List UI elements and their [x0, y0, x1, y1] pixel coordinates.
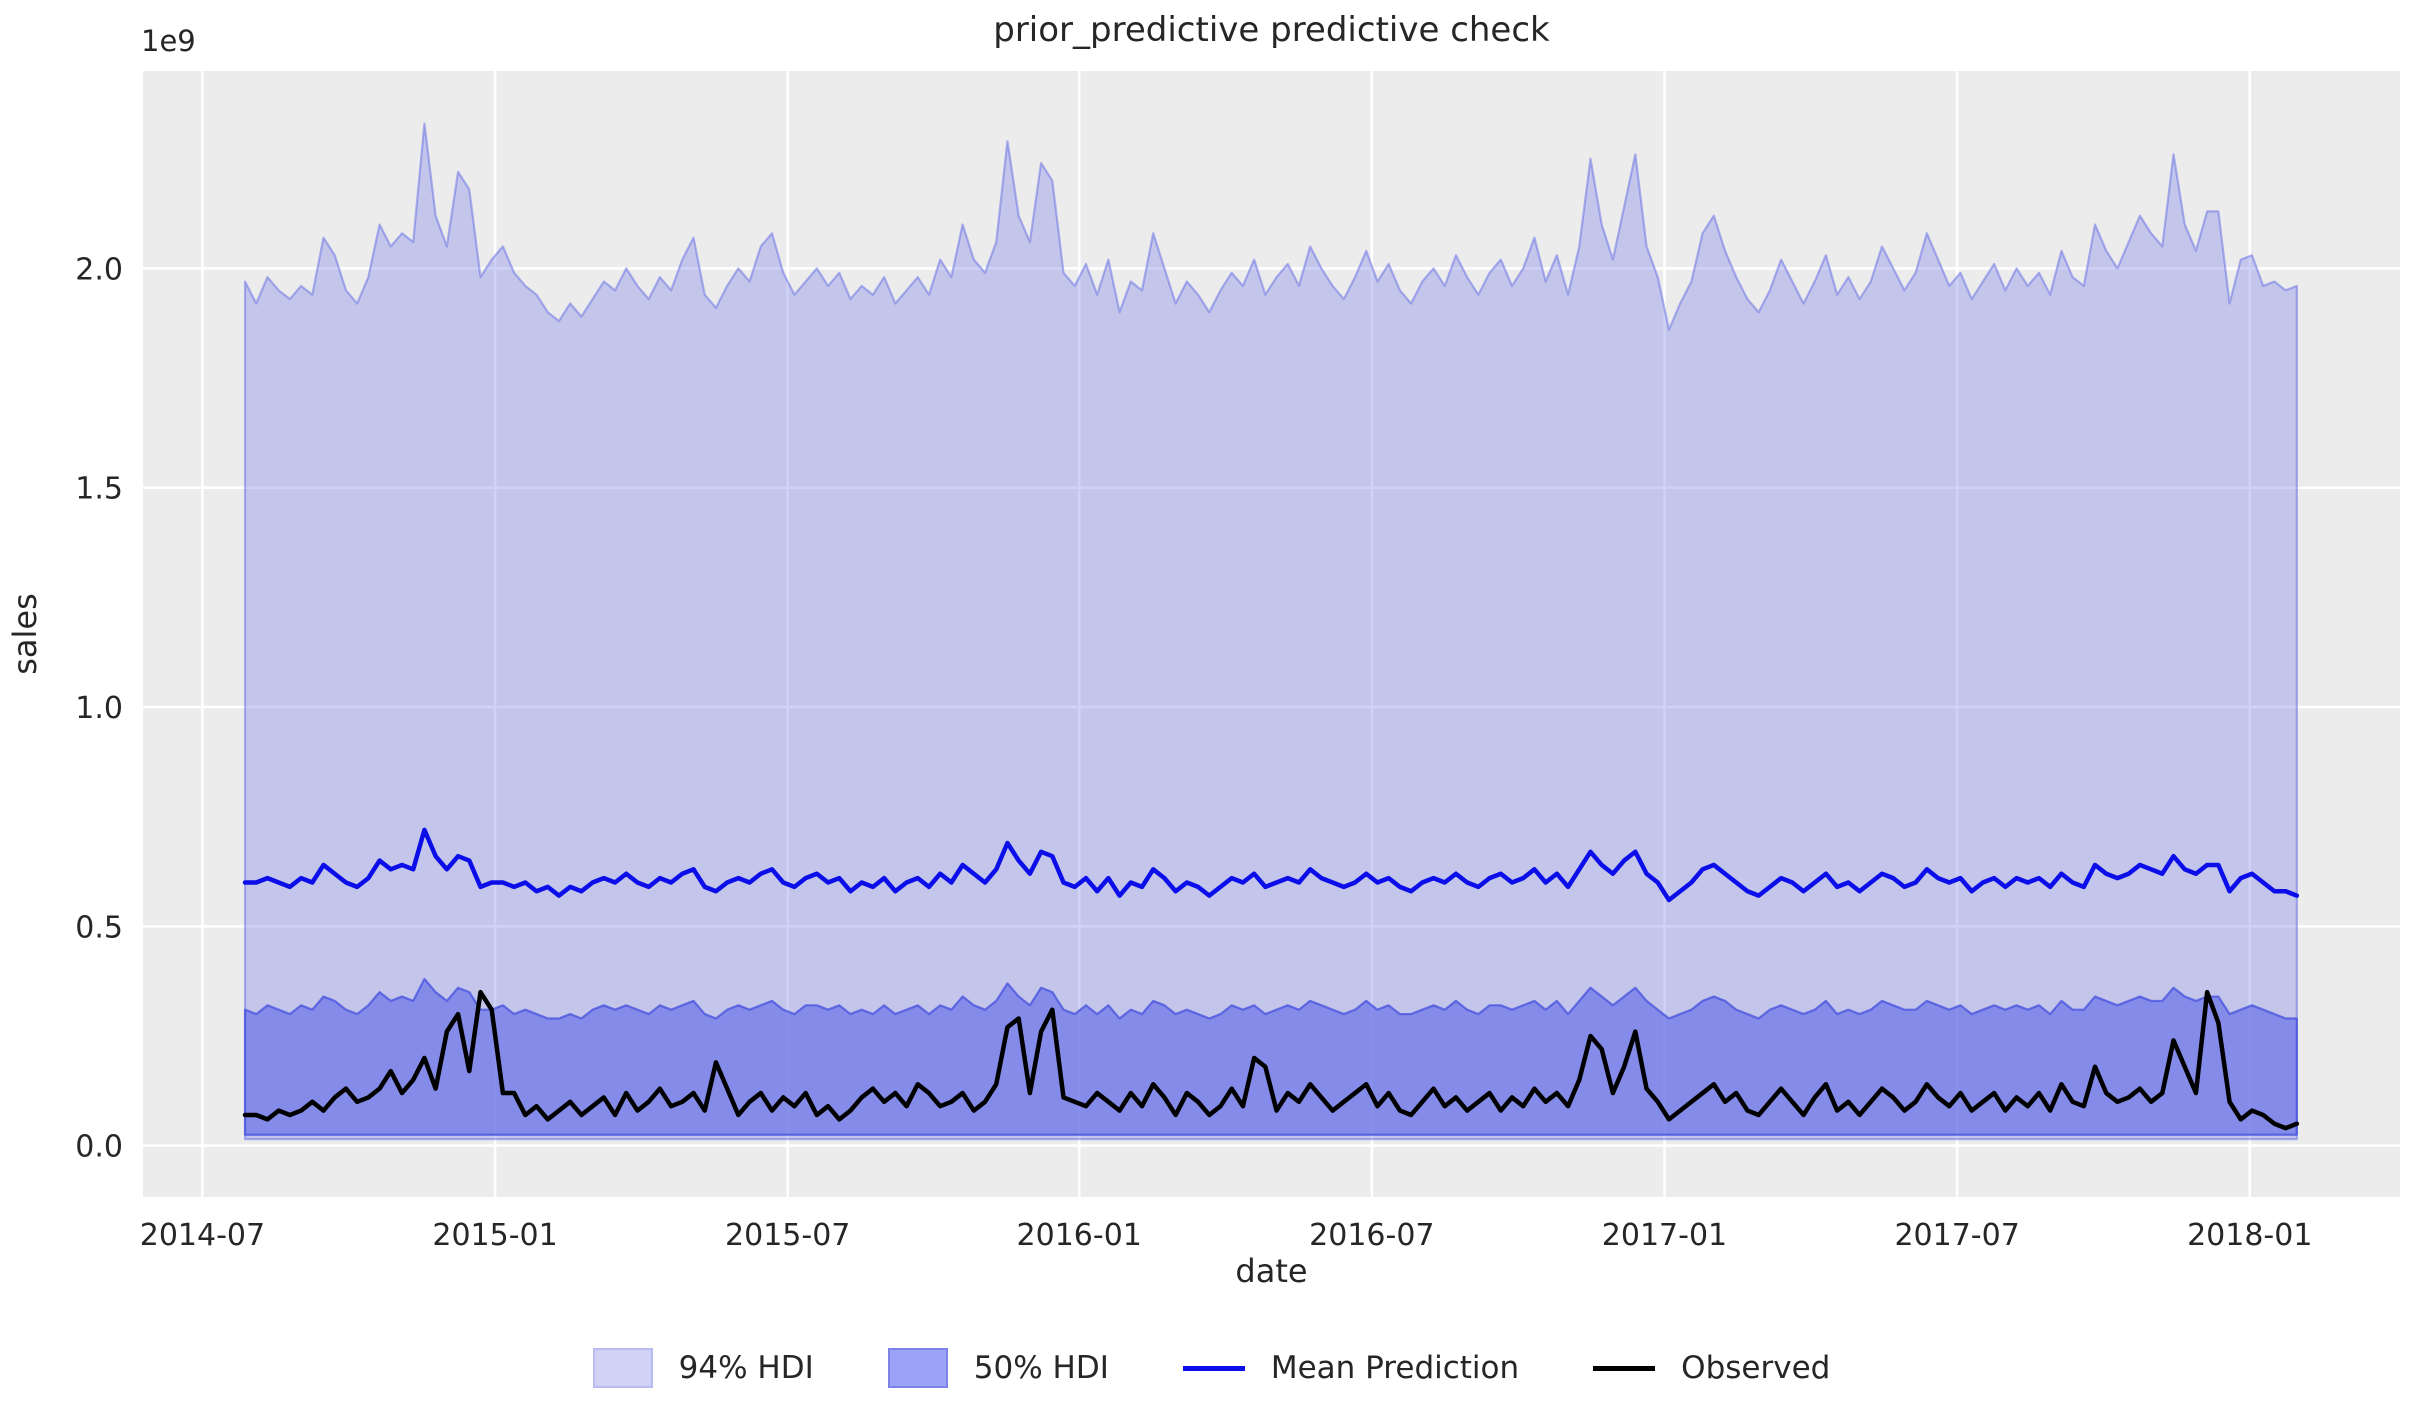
observed-line [242, 989, 2300, 1131]
x-tick-label: 2016-01 [1017, 1218, 1142, 1253]
observed-line-sample-icon [1593, 1365, 1656, 1371]
mean-line-sample-icon [1182, 1365, 1245, 1371]
hdi-94-band [243, 122, 2298, 1141]
legend-item-observed: Observed [1593, 1350, 1830, 1386]
legend-item-mean-prediction: Mean Prediction [1182, 1350, 1520, 1386]
legend-label: Mean Prediction [1270, 1350, 1520, 1386]
50-hdi-swatch-icon [887, 1348, 948, 1388]
94-hdi-swatch-icon [592, 1348, 653, 1388]
legend: 94% HDI 50% HDI Mean Prediction Observed [0, 1348, 2423, 1388]
x-tick-label: 2018-01 [2187, 1218, 2312, 1253]
x-axis-label: date [1235, 1252, 1308, 1290]
legend-item-50-hdi: 50% HDI [887, 1348, 1109, 1388]
x-tick-label: 2015-07 [725, 1218, 850, 1253]
y-tick-label: 0.5 [75, 910, 123, 945]
x-tick-label: 2016-07 [1309, 1218, 1434, 1253]
y-tick-label: 1.5 [75, 472, 123, 507]
mean-prediction-line [242, 827, 2300, 903]
chart-title: prior_predictive predictive check [993, 10, 1550, 50]
legend-item-94-hdi: 94% HDI [592, 1348, 814, 1388]
legend-label: 50% HDI [973, 1350, 1109, 1386]
y-tick-label: 2.0 [75, 252, 123, 287]
x-tick-label: 2014-07 [140, 1218, 265, 1253]
y-tick-label: 1.0 [75, 691, 123, 726]
x-tick-label: 2017-07 [1894, 1218, 2019, 1253]
y-tick-label: 0.0 [75, 1130, 123, 1165]
y-axis-offset-text: 1e9 [141, 24, 196, 58]
x-tick-label: 2015-01 [432, 1218, 557, 1253]
x-tick-label: 2017-01 [1602, 1218, 1727, 1253]
legend-label: 94% HDI [678, 1350, 814, 1386]
legend-label: Observed [1681, 1350, 1831, 1386]
